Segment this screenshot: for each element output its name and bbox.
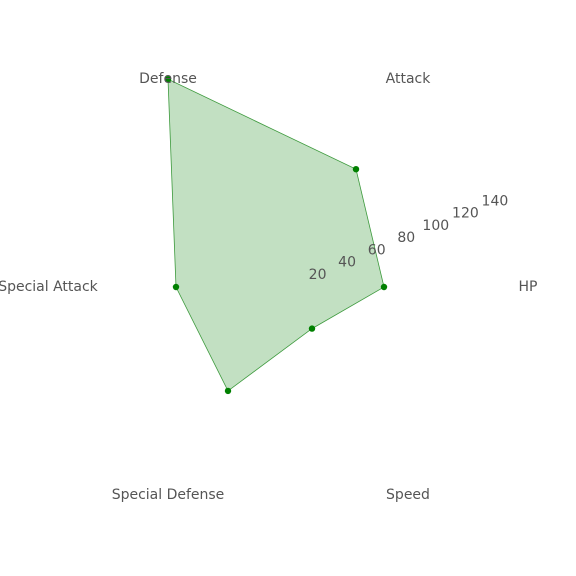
series-area-0 xyxy=(167,78,385,392)
data-point-speed xyxy=(308,325,316,332)
axis-label-defense: Defense xyxy=(139,71,197,87)
data-point-defense xyxy=(164,76,172,83)
radar-markers-layer xyxy=(164,76,388,395)
radar-series-layer xyxy=(167,78,385,392)
radial-tick-label-40: 40 xyxy=(338,255,356,271)
axis-label-attack: Attack xyxy=(386,71,432,87)
data-point-attack xyxy=(352,166,360,173)
data-point-hp xyxy=(380,283,388,291)
data-point-special-attack xyxy=(172,283,180,291)
axis-labels-layer: HP Attack Defense Special Attack Special Def… xyxy=(0,71,537,503)
radial-tick-label-60: 60 xyxy=(368,242,386,258)
radial-tick-label-120: 120 xyxy=(452,206,479,222)
data-point-special-defense xyxy=(224,387,232,395)
radial-tick-label-80: 80 xyxy=(397,230,415,246)
radial-tick-label-100: 100 xyxy=(422,218,449,234)
radial-tick-label-140: 140 xyxy=(482,193,509,209)
axis-label-special-attack: Special Attack xyxy=(0,279,99,295)
axis-label-hp: HP xyxy=(519,279,538,295)
axis-label-special-defense: Special Defense xyxy=(112,487,225,503)
radial-tick-label-20: 20 xyxy=(309,267,327,283)
axis-label-speed: Speed xyxy=(386,487,430,503)
